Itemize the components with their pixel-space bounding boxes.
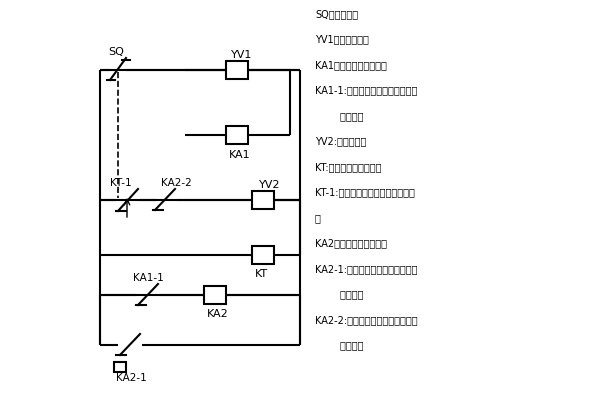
Bar	[252, 191, 274, 209]
Text: KT:通电延时时间继电器: KT:通电延时时间继电器	[315, 162, 382, 172]
Text: KT-1: KT-1	[110, 178, 131, 188]
Bar	[226, 126, 248, 144]
Text: YV1: YV1	[231, 50, 253, 60]
Text: 常开触头: 常开触头	[315, 111, 364, 121]
Text: YV2:上行电磁阀: YV2:上行电磁阀	[315, 137, 367, 146]
Text: KA1：第一个中间继电器: KA1：第一个中间继电器	[315, 60, 387, 70]
Text: KA2-1: KA2-1	[116, 373, 147, 383]
Text: SQ：脚踏开关: SQ：脚踏开关	[315, 9, 358, 19]
Text: YV2: YV2	[259, 180, 281, 190]
Text: KT-1:时间继电器延时断开的常闭触: KT-1:时间继电器延时断开的常闭触	[315, 187, 415, 198]
Text: SQ: SQ	[108, 47, 124, 57]
Bar	[252, 246, 274, 264]
Text: KA2-2:第二个中间继电器的第二组: KA2-2:第二个中间继电器的第二组	[315, 315, 418, 325]
Text: KA1-1:第一个中间继电器的第一组: KA1-1:第一个中间继电器的第一组	[315, 85, 418, 95]
Text: 头: 头	[315, 213, 321, 223]
Text: KT: KT	[255, 269, 268, 279]
Text: KA2：第二个中间继电器: KA2：第二个中间继电器	[315, 238, 387, 249]
Text: KA2-1:第二个中间继电器的第一组: KA2-1:第二个中间继电器的第一组	[315, 264, 418, 274]
Bar	[204, 286, 226, 304]
Bar	[114, 362, 126, 372]
Text: KA2-2: KA2-2	[161, 178, 192, 188]
Text: KA2: KA2	[207, 309, 229, 319]
Bar	[226, 61, 248, 79]
Text: KA1-1: KA1-1	[133, 273, 164, 283]
Text: YV1：下行电磁阀: YV1：下行电磁阀	[315, 34, 369, 45]
Text: KA1: KA1	[229, 150, 251, 160]
Text: 常开触头: 常开触头	[315, 290, 364, 299]
Text: 常开触头: 常开触头	[315, 341, 364, 351]
